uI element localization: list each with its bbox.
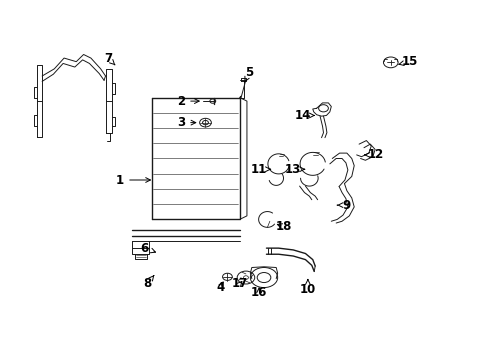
Text: 12: 12 <box>364 148 384 161</box>
Text: 4: 4 <box>216 281 224 294</box>
Text: 3: 3 <box>177 116 195 129</box>
Text: 15: 15 <box>398 55 418 68</box>
Text: 14: 14 <box>294 109 314 122</box>
Text: 17: 17 <box>231 278 247 291</box>
Text: 11: 11 <box>250 163 270 176</box>
Text: 7: 7 <box>103 51 115 65</box>
Text: 8: 8 <box>142 275 154 291</box>
Text: 6: 6 <box>140 242 155 255</box>
Text: 13: 13 <box>285 163 304 176</box>
Text: 18: 18 <box>275 220 291 233</box>
Text: 16: 16 <box>250 287 267 300</box>
Text: 9: 9 <box>337 199 350 212</box>
Text: 5: 5 <box>244 66 253 82</box>
Text: 10: 10 <box>299 280 315 296</box>
Text: 2: 2 <box>177 95 199 108</box>
Text: 1: 1 <box>116 174 150 186</box>
